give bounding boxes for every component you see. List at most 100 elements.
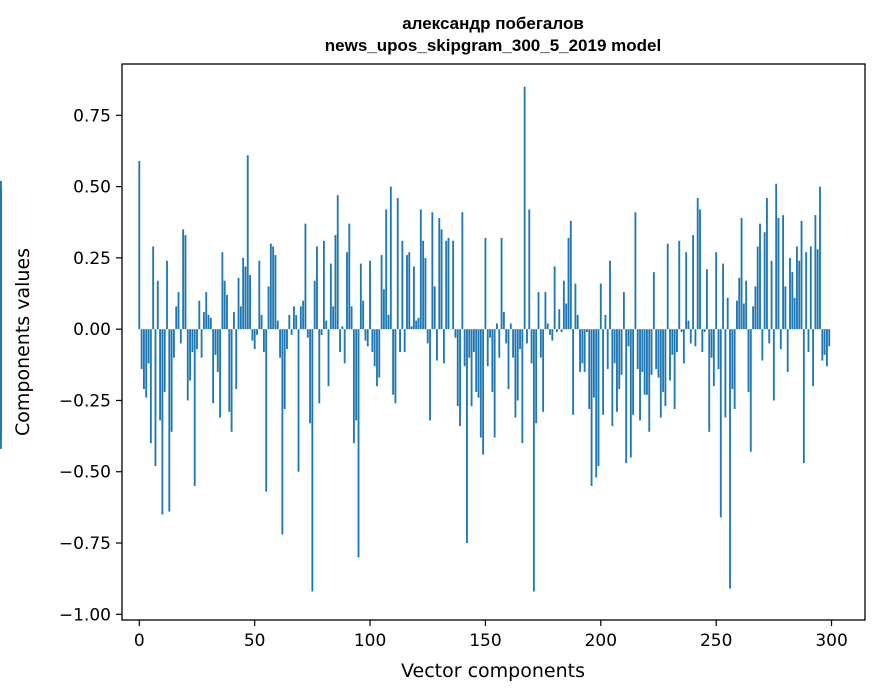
bar (805, 252, 808, 330)
bar (779, 329, 782, 350)
bar (235, 329, 238, 390)
bar (763, 232, 766, 330)
bar (546, 323, 549, 330)
bar (643, 329, 646, 395)
bar (161, 329, 164, 515)
bar (348, 223, 351, 330)
bar (276, 320, 279, 330)
bar (350, 306, 353, 330)
bar (606, 329, 609, 370)
bar (207, 314, 210, 330)
bar (191, 329, 194, 352)
bar (616, 329, 618, 412)
bar (272, 246, 275, 330)
bar (620, 329, 623, 375)
bar (574, 283, 577, 330)
x-tick-label: 150 (469, 631, 501, 651)
bar (214, 329, 217, 355)
x-tick-label: 200 (585, 631, 617, 651)
y-tick-label: −0.75 (59, 534, 111, 554)
bar (223, 280, 226, 330)
x-tick-label: 50 (244, 631, 266, 651)
bar (678, 240, 681, 330)
bar (717, 329, 720, 370)
bar (814, 215, 817, 330)
bar (212, 329, 215, 404)
bar (749, 329, 752, 452)
bar (673, 329, 676, 410)
x-axis-ticks: 0 50 100 150 200 250 300 (134, 620, 848, 651)
bar (325, 320, 328, 330)
bar (175, 306, 178, 330)
bar (382, 289, 385, 330)
bar (320, 329, 323, 335)
bar (766, 198, 768, 330)
bar (662, 329, 665, 392)
bar (486, 329, 489, 367)
bar (244, 266, 247, 330)
bar (671, 329, 674, 355)
bar (373, 329, 376, 367)
x-tick-label: 300 (815, 631, 847, 651)
bar (477, 329, 480, 398)
plot-frame (121, 63, 866, 621)
bar (371, 329, 374, 352)
bar (364, 329, 367, 341)
bar (177, 292, 180, 330)
bar (251, 329, 254, 341)
bar (433, 286, 436, 330)
bar (376, 329, 378, 387)
bar (802, 329, 805, 464)
bar (733, 329, 736, 410)
bar (500, 237, 503, 330)
bar (466, 329, 468, 544)
bar (708, 329, 711, 432)
bar (265, 329, 268, 492)
bar (378, 329, 381, 378)
bar (202, 312, 205, 330)
bar (286, 329, 288, 350)
bar (147, 329, 150, 364)
bar (431, 212, 434, 330)
bar (712, 329, 715, 387)
x-tick-label: 0 (134, 631, 145, 651)
bar (572, 329, 575, 415)
bar (641, 329, 644, 372)
bar (424, 257, 427, 330)
bar (156, 280, 159, 330)
bar (699, 209, 701, 330)
bar (738, 277, 741, 330)
bar (569, 220, 572, 330)
bar (228, 329, 231, 412)
bar (186, 329, 189, 401)
bar (297, 329, 300, 472)
bar (304, 223, 307, 330)
bar (724, 329, 727, 418)
bar (625, 329, 628, 464)
bar (387, 314, 390, 330)
y-tick-label: −1.00 (59, 605, 111, 625)
bar (403, 329, 406, 352)
bar (306, 329, 309, 338)
bar (496, 323, 498, 330)
bar (775, 183, 778, 330)
bar (318, 329, 321, 404)
bar (410, 326, 413, 330)
bar (436, 329, 438, 361)
bar (179, 329, 182, 344)
y-tick-label: −0.50 (59, 463, 111, 483)
bar (498, 329, 501, 358)
bar (823, 329, 826, 355)
bar (611, 329, 614, 427)
x-axis-label: Vector components (401, 660, 585, 682)
bar (530, 329, 533, 364)
bar (249, 274, 251, 330)
bar (336, 195, 339, 330)
bar (419, 209, 422, 330)
bar (689, 329, 692, 344)
bar (519, 329, 521, 350)
chart-subtitle: news_upos_skipgram_300_5_2019 model (325, 36, 661, 55)
bar (772, 329, 775, 401)
y-tick-label: 0.00 (73, 320, 111, 340)
bar (592, 329, 595, 398)
